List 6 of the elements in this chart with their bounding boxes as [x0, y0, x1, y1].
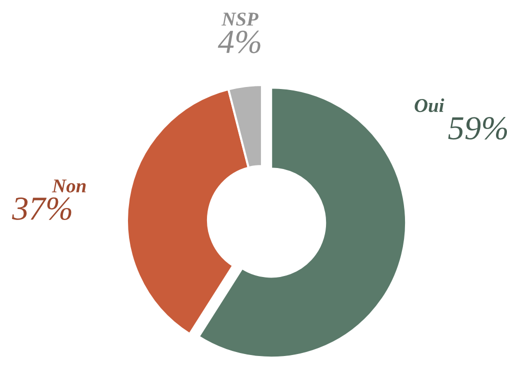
slice-label: NSP	[221, 12, 258, 26]
slice-label: Oui	[414, 98, 444, 112]
data-label: 59%	[448, 117, 507, 140]
data-label: 4%	[218, 30, 260, 54]
data-label: 37%	[12, 197, 72, 220]
slice-label: Non	[52, 180, 86, 192]
